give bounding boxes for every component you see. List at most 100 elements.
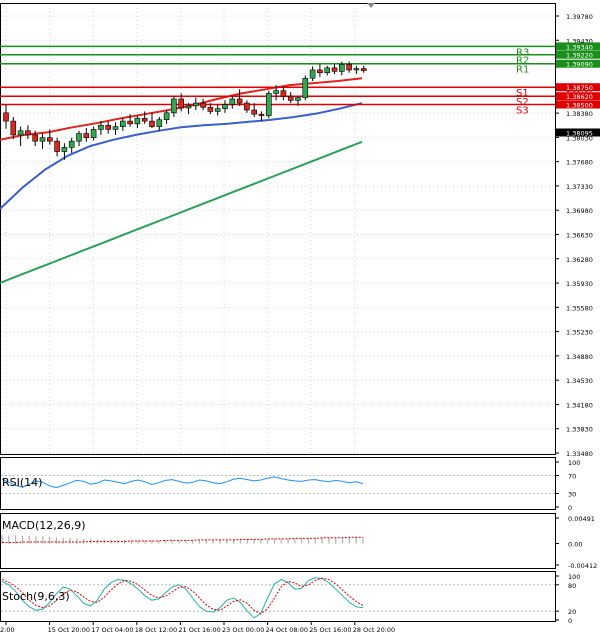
candle-up (222, 104, 228, 109)
level-price-box (556, 50, 600, 59)
price-tick-label: 1.35580 (566, 304, 593, 312)
rsi-label: RSI(14) (2, 476, 42, 489)
level-price-label: 1.38500 (566, 102, 593, 110)
level-label-r2: R2 (516, 56, 529, 67)
level-label-r3: R3 (516, 47, 529, 58)
price-axis: 1.39780 1.39430 1.39090 1.38750 1.38380 1.380… (555, 13, 600, 458)
rsi-line (1, 476, 364, 489)
level-price-label: 1.39090 (566, 61, 593, 69)
level-price-label: 1.38620 (566, 93, 593, 101)
candle-down (200, 102, 206, 108)
stoch-tick-label: 20 (568, 608, 576, 616)
time-tick-label: 18 Oct 12:00 (135, 626, 177, 634)
candle-up (39, 137, 46, 142)
macd-signal-line (2, 536, 363, 543)
candle-up (98, 124, 104, 130)
candle-up (309, 69, 316, 79)
price-tick-label: 1.34180 (566, 401, 593, 409)
stoch-pane-frame (0, 571, 556, 622)
candle-down (346, 64, 352, 71)
level-price-box (556, 92, 600, 101)
price-tick-label: 1.36630 (566, 232, 593, 240)
price-tick-label: 1.39780 (566, 13, 593, 21)
candle-up (265, 93, 272, 116)
price-tick-label: 1.33480 (566, 450, 593, 458)
macd-tick-label: 0.00491 (568, 515, 595, 523)
candle-down (105, 124, 111, 130)
candle-down (25, 130, 31, 136)
candle-down (207, 106, 214, 112)
candle-up (112, 126, 119, 130)
price-tick-label: 1.35230 (566, 329, 593, 337)
candle-up (302, 77, 309, 98)
price-tick-label: 1.38030 (566, 134, 593, 142)
candle-up (295, 97, 301, 101)
candle-up (185, 105, 192, 109)
rsi-tick-label: 0 (568, 504, 572, 512)
stoch-d-line (1, 577, 364, 615)
stoch-tick-label: 80 (568, 582, 576, 590)
ma-line-2 (0, 140, 363, 284)
main-pane-frame (0, 3, 556, 455)
time-tick-label: 2:00 (0, 626, 15, 634)
rsi-pane-frame (0, 457, 556, 510)
scroll-corner-marker (367, 3, 375, 8)
macd-tick-label: 0.00 (568, 541, 582, 549)
time-tick-label: 17 Oct 04:00 (91, 626, 133, 634)
level-price-label: 1.39220 (566, 52, 593, 60)
level-label-s2: S2 (516, 97, 529, 108)
candle-down (178, 98, 184, 109)
stoch-tick-label: 0 (568, 617, 572, 625)
candle-up (273, 90, 279, 94)
macd-tick-label: -0.00412 (568, 562, 597, 570)
candle-down (10, 120, 17, 136)
rsi-pane: 100 70 30 0 (1, 459, 580, 512)
candle-down (258, 113, 265, 116)
candles (3, 61, 367, 160)
price-tick-label: 1.39430 (566, 37, 593, 45)
candle-up (120, 120, 126, 127)
candle-down (32, 134, 39, 142)
rsi-tick-label: 100 (568, 459, 580, 467)
candle-down (280, 90, 287, 97)
candle-up (324, 67, 331, 73)
candle-down (244, 102, 250, 111)
candle-down (54, 140, 60, 152)
price-tick-label: 1.34530 (566, 377, 593, 385)
price-tick-label: 1.37330 (566, 183, 593, 191)
price-tick-label: 1.36280 (566, 256, 593, 264)
price-tick-label: 1.33830 (566, 426, 593, 434)
current-price-box (556, 128, 600, 137)
candle-up (134, 118, 141, 125)
level-label-s1: S1 (516, 88, 529, 99)
candle-down (83, 133, 90, 138)
candle-up (353, 68, 360, 71)
level-price-box (556, 59, 600, 68)
price-tick-label: 1.34880 (566, 353, 593, 361)
level-label-s3: S3 (516, 106, 529, 117)
candle-up (156, 119, 163, 127)
candle-up (229, 98, 236, 105)
candle-down (236, 98, 243, 104)
main-grid (1, 4, 555, 454)
macd-pane-frame (0, 513, 556, 569)
time-tick-label: 24 Oct 08:00 (266, 626, 308, 634)
candle-up (61, 147, 68, 152)
candle-down (3, 112, 9, 122)
candle-up (163, 112, 170, 121)
stoch-tick-label: 100 (568, 573, 580, 581)
rsi-tick-label: 70 (568, 473, 576, 481)
candle-up (214, 108, 221, 112)
candle-down (149, 120, 155, 127)
level-price-box (556, 83, 600, 92)
candle-down (360, 68, 367, 71)
level-label-r1: R1 (516, 65, 529, 76)
level-price-label: 1.38750 (566, 84, 593, 92)
current-price-label: 1.38095 (566, 130, 593, 138)
candle-up (193, 102, 199, 107)
price-tick-label: 1.35930 (566, 280, 593, 288)
macd-label: MACD(12,26,9) (2, 519, 86, 532)
candle-up (171, 98, 177, 114)
